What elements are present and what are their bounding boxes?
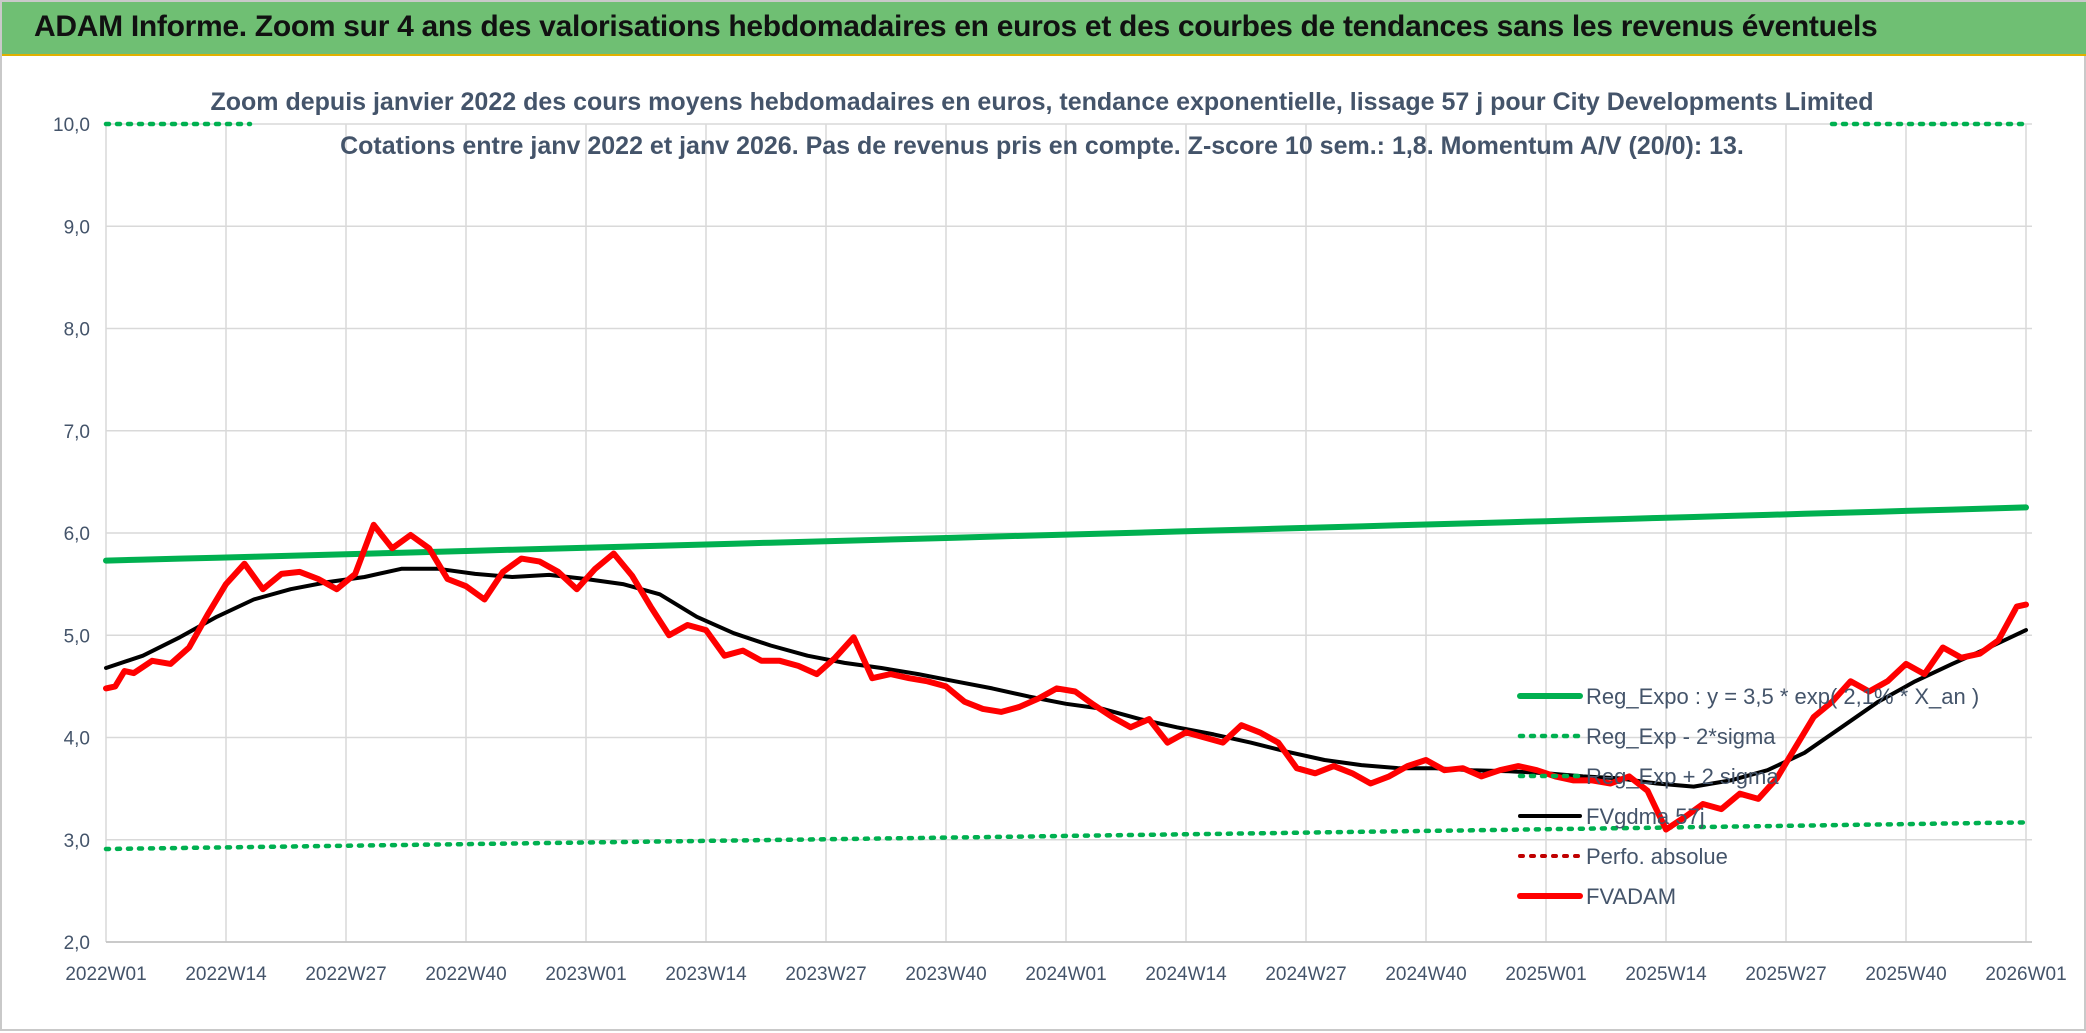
series-line-fvadam [103, 521, 2029, 833]
x-tick-label: 2023W27 [785, 964, 866, 985]
x-tick-label: 2025W27 [1745, 964, 1826, 985]
y-tick-label: 3,0 [64, 831, 90, 852]
y-tick-label: 6,0 [64, 524, 90, 545]
report-title: ADAM Informe. Zoom sur 4 ans des valoris… [34, 10, 1878, 43]
legend-label-reg-exp-plus: Reg_Exp + 2 sigma [1586, 764, 1779, 789]
series-line-reg-exp-minus [103, 820, 2029, 852]
x-tick-label: 2022W40 [425, 964, 506, 985]
legend-label-fvgdma: FVgdma 57j [1586, 804, 1705, 829]
x-tick-label: 2026W01 [1985, 964, 2066, 985]
legend-label-fvadam: FVADAM [1586, 884, 1676, 909]
series-line-fvgdma [104, 566, 2028, 789]
series-line-reg-expo [103, 504, 2029, 564]
legend-label-reg-exp-minus: Reg_Exp - 2*sigma [1586, 724, 1776, 749]
x-tick-label: 2022W01 [65, 964, 146, 985]
legend-label-reg-expo: Reg_Expo : y = 3,5 * exp( 2,1% * X_an ) [1586, 684, 1979, 709]
series-layer [103, 121, 2029, 852]
legend-label-perfo: Perfo. absolue [1586, 844, 1728, 869]
x-tick-label: 2023W14 [665, 964, 747, 985]
y-tick-label: 2,0 [64, 933, 90, 954]
x-tick-label: 2024W40 [1385, 964, 1466, 985]
y-tick-label: 8,0 [64, 320, 90, 341]
y-tick-label: 4,0 [64, 729, 90, 750]
x-tick-label: 2022W27 [305, 964, 386, 985]
x-tick-label: 2024W14 [1145, 964, 1227, 985]
grid-layer [105, 123, 2032, 943]
tick-layer: 2,0 3,0 4,0 5,0 6,0 7,0 8,0 9,0 10,0 2022W01 2022W… [53, 115, 2067, 985]
x-tick-label: 2022W14 [185, 964, 267, 985]
legend: Reg_Expo : y = 3,5 * exp( 2,1% * X_an ) R… [1517, 684, 1979, 909]
x-tick-label: 2023W40 [905, 964, 986, 985]
x-tick-label: 2024W27 [1265, 964, 1346, 985]
x-tick-label: 2023W01 [545, 964, 626, 985]
y-tick-label: 7,0 [64, 422, 90, 443]
x-tick-label: 2024W01 [1025, 964, 1106, 985]
y-tick-label: 5,0 [64, 626, 90, 647]
chart-title: Zoom depuis janvier 2022 des cours moyen… [210, 88, 1873, 116]
y-tick-label: 9,0 [64, 217, 90, 238]
report-banner: ADAM Informe. Zoom sur 4 ans des valoris… [2, 2, 2086, 56]
chart-subtitle: Cotations entre janv 2022 et janv 2026. … [340, 132, 1744, 160]
y-tick-label: 10,0 [53, 115, 90, 136]
x-tick-label: 2025W40 [1865, 964, 1946, 985]
x-tick-label: 2025W14 [1625, 964, 1707, 985]
x-tick-label: 2025W01 [1505, 964, 1586, 985]
